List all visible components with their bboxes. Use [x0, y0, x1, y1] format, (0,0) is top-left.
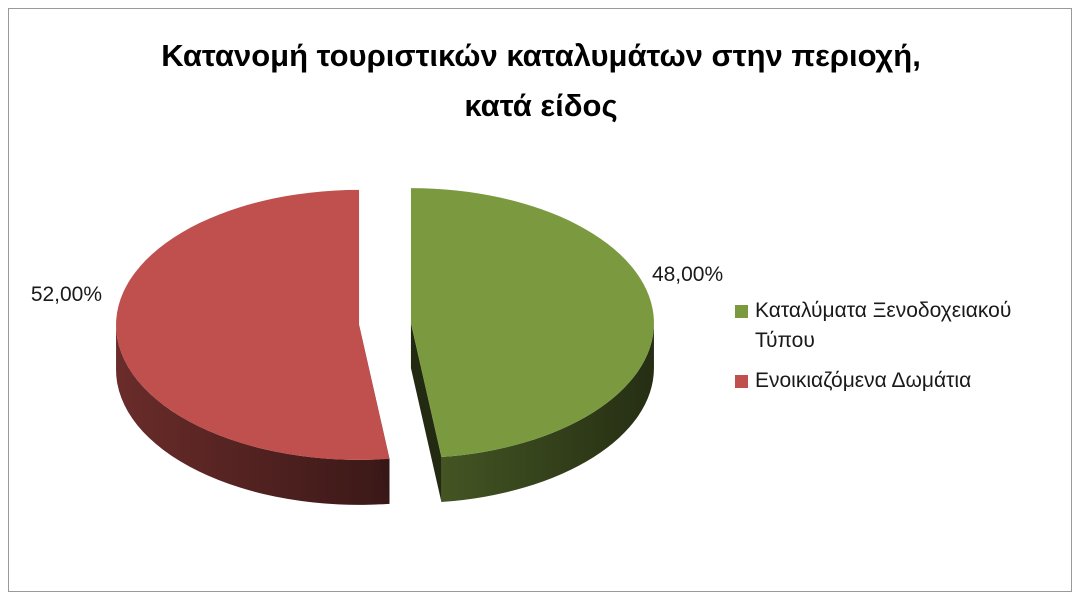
legend-item-rooms: Ενοικιαζόμενα Δωμάτια: [733, 366, 1063, 396]
legend-item-hotel: Καταλύματα Ξενοδοχειακού Τύπου: [733, 296, 1063, 356]
legend: Καταλύματα Ξενοδοχειακού Τύπου Ενοικιαζό…: [733, 296, 1063, 406]
legend-label-rooms: Ενοικιαζόμενα Δωμάτια: [755, 369, 972, 392]
pie-slice-0: [410, 188, 654, 503]
data-label-1: 52,00%: [31, 283, 102, 306]
pie-slice-top-1: [116, 189, 390, 460]
chart-title-line-2: κατά είδος: [464, 88, 618, 123]
pie-slice-side-0: [441, 323, 654, 503]
legend-label-hotel-line1: Καταλύματα Ξενοδοχειακού: [755, 299, 1012, 322]
legend-swatch-rooms: [735, 375, 748, 388]
data-label-0: 48,00%: [652, 263, 723, 286]
legend-swatch-hotel: [735, 305, 748, 318]
pie-slice-1: [116, 189, 390, 505]
chart-title-line-1: Κατανομή τουριστικών καταλυμάτων στην πε…: [161, 38, 921, 73]
legend-label-hotel-line2: Τύπου: [755, 329, 815, 352]
pie-slice-top-0: [410, 188, 654, 458]
pie-slice-side-1: [116, 324, 390, 505]
pie-slice-cut-0: [410, 323, 442, 503]
